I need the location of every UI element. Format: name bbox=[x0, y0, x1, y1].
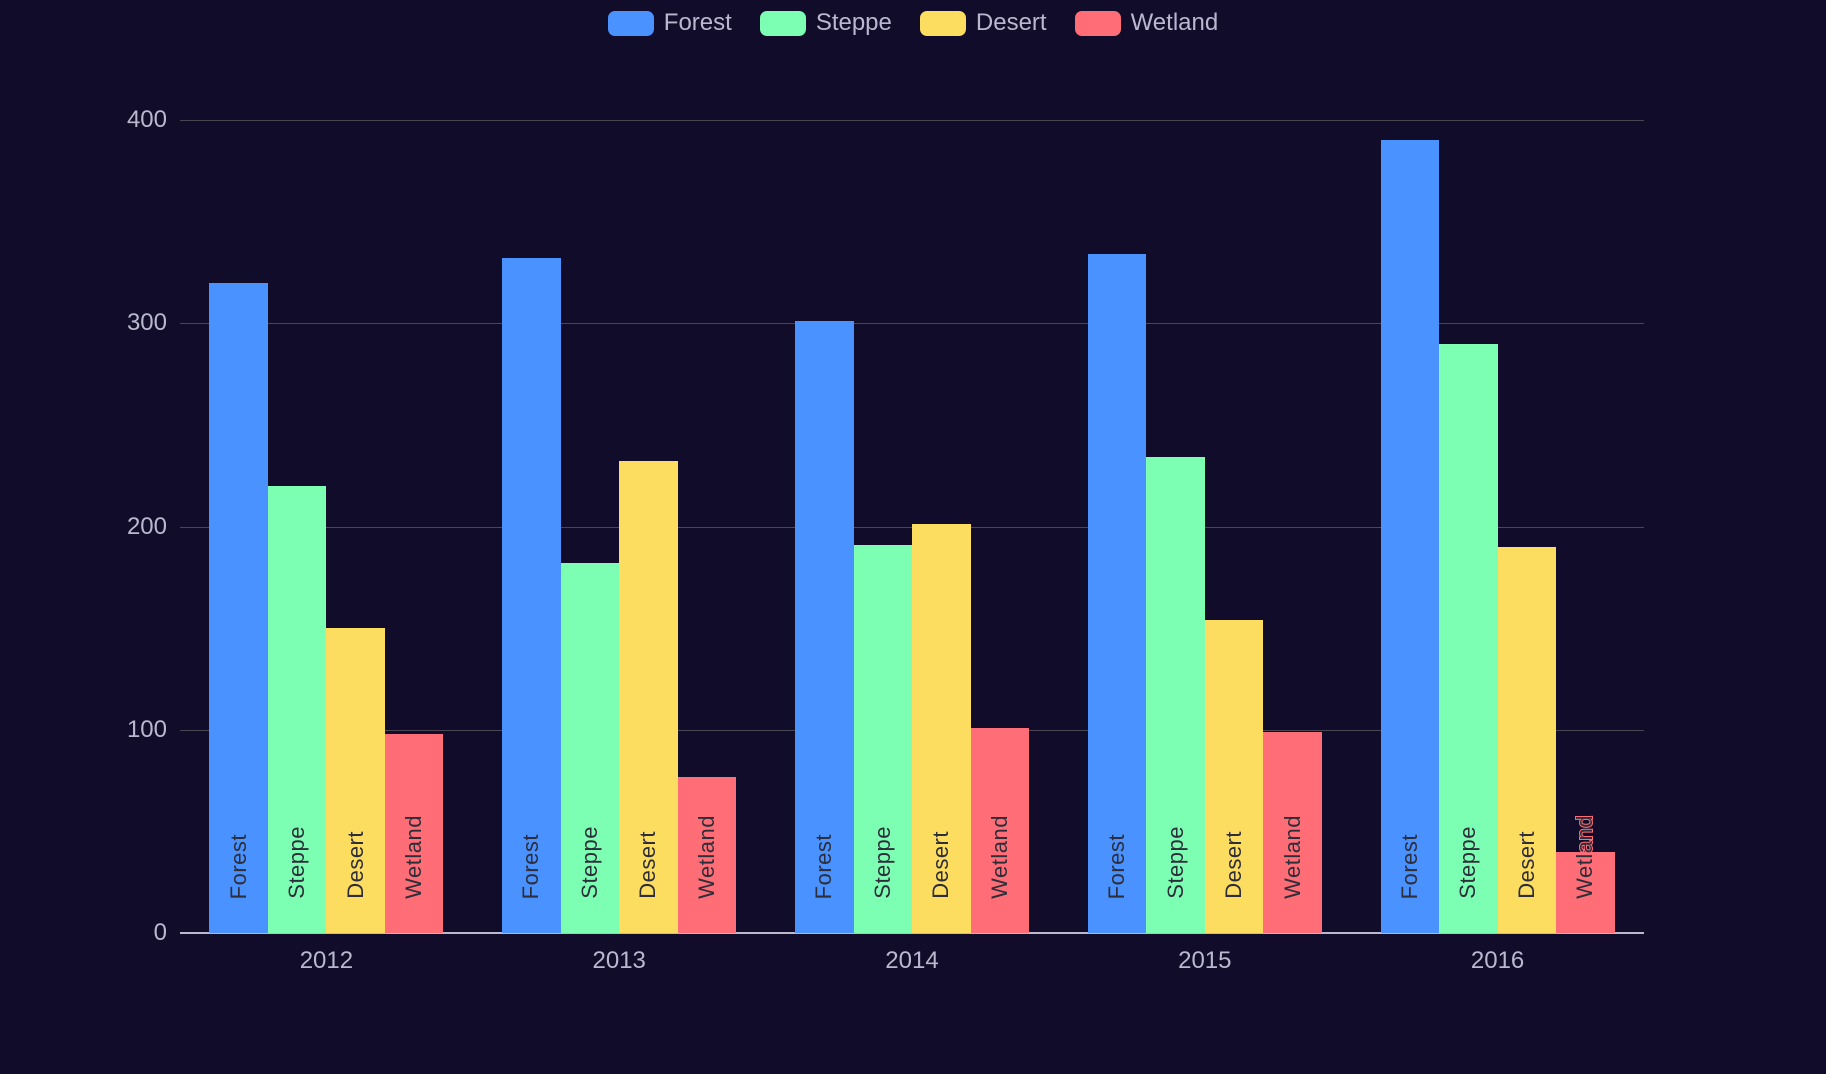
gridline-400 bbox=[180, 120, 1644, 121]
legend-swatch-forest bbox=[607, 10, 654, 36]
bar-series-label: Steppe bbox=[869, 825, 896, 900]
y-axis-tick-label-400: 400 bbox=[126, 106, 167, 133]
bar-2012-forest[interactable]: Forest bbox=[209, 282, 268, 933]
legend-label: Forest bbox=[663, 9, 732, 36]
bar-series-label: Desert bbox=[342, 830, 369, 900]
bar-2014-desert[interactable]: Desert bbox=[912, 524, 971, 933]
bar-series-label: Steppe bbox=[576, 825, 603, 900]
y-axis-tick-label-0: 0 bbox=[153, 919, 167, 946]
bar-series-label: Desert bbox=[634, 830, 661, 900]
x-axis-category-label-2015: 2015 bbox=[1178, 947, 1232, 974]
bar-series-label: Steppe bbox=[283, 825, 310, 900]
bar-2014-forest[interactable]: Forest bbox=[795, 321, 854, 933]
legend-label: Desert bbox=[975, 9, 1047, 36]
y-axis-tick-label-200: 200 bbox=[126, 512, 167, 540]
bar-2016-desert[interactable]: Desert bbox=[1497, 546, 1557, 933]
bar-series-label: Forest bbox=[1396, 833, 1423, 900]
x-axis-category-label-2012: 2012 bbox=[299, 947, 354, 974]
x-axis-category-label-2013: 2013 bbox=[592, 947, 646, 974]
y-axis-tick-label-300: 300 bbox=[126, 309, 167, 337]
bar-2013-desert[interactable]: Desert bbox=[619, 461, 678, 933]
bar-series-label: Forest bbox=[810, 833, 837, 900]
bar-2013-steppe[interactable]: Steppe bbox=[560, 563, 620, 933]
bar-2015-steppe[interactable]: Steppe bbox=[1146, 457, 1205, 933]
bar-series-label: Desert bbox=[1513, 830, 1540, 900]
bar-series-label: Forest bbox=[225, 833, 252, 900]
legend-swatch-desert bbox=[919, 10, 966, 36]
bar-series-label: Steppe bbox=[1454, 825, 1481, 900]
bar-series-label: Wetland bbox=[693, 814, 720, 900]
chart-legend: Forest Steppe Desert Wetland bbox=[0, 9, 1826, 37]
x-axis-line bbox=[180, 932, 1644, 934]
bar-2012-steppe[interactable]: Steppe bbox=[267, 485, 327, 933]
bar-2016-wetland[interactable]: Wetland bbox=[1556, 814, 1615, 933]
x-axis-category-label-2014: 2014 bbox=[885, 947, 939, 974]
bar-series-label: Wetland bbox=[986, 814, 1013, 900]
bar-2014-wetland[interactable]: Wetland bbox=[970, 727, 1029, 933]
bar-2012-wetland[interactable]: Wetland bbox=[384, 733, 444, 933]
bar-series-label: Desert bbox=[927, 830, 954, 900]
legend-item-desert[interactable]: Desert bbox=[919, 9, 1047, 37]
legend-item-forest[interactable]: Forest bbox=[607, 9, 732, 37]
bar-series-label: Wetland bbox=[1279, 814, 1306, 900]
bar-2016-forest[interactable]: Forest bbox=[1380, 140, 1440, 933]
legend-swatch-wetland bbox=[1074, 10, 1121, 36]
bar-2015-desert[interactable]: Desert bbox=[1204, 620, 1264, 933]
bar-2015-forest[interactable]: Forest bbox=[1087, 254, 1147, 933]
bar-series-label: Forest bbox=[517, 833, 544, 900]
legend-swatch-steppe bbox=[759, 10, 806, 36]
bar-series-label: Desert bbox=[1220, 830, 1247, 900]
bar-series-label: Wetland bbox=[400, 814, 427, 900]
plot-area: Forest Steppe Desert Wetland Forest Steppe Des… bbox=[180, 120, 1644, 934]
gridline-300 bbox=[180, 323, 1644, 324]
legend-item-wetland[interactable]: Wetland bbox=[1074, 9, 1219, 37]
x-axis-category-label-2016: 2016 bbox=[1470, 947, 1525, 974]
bar-series-label: Forest bbox=[1103, 833, 1130, 900]
legend-label: Wetland bbox=[1130, 9, 1219, 36]
bar-2013-forest[interactable]: Forest bbox=[502, 258, 561, 933]
bar-2016-steppe[interactable]: Steppe bbox=[1439, 343, 1498, 933]
bar-series-label: Wetland bbox=[1571, 814, 1598, 900]
bar-2013-wetland[interactable]: Wetland bbox=[677, 776, 737, 933]
y-axis-tick-label-100: 100 bbox=[126, 715, 167, 743]
bar-2012-desert[interactable]: Desert bbox=[326, 628, 385, 933]
legend-item-steppe[interactable]: Steppe bbox=[759, 9, 892, 37]
bar-2015-wetland[interactable]: Wetland bbox=[1263, 731, 1322, 933]
legend-label: Steppe bbox=[815, 9, 892, 36]
bar-series-label: Steppe bbox=[1162, 825, 1189, 900]
bar-2014-steppe[interactable]: Steppe bbox=[853, 544, 912, 933]
